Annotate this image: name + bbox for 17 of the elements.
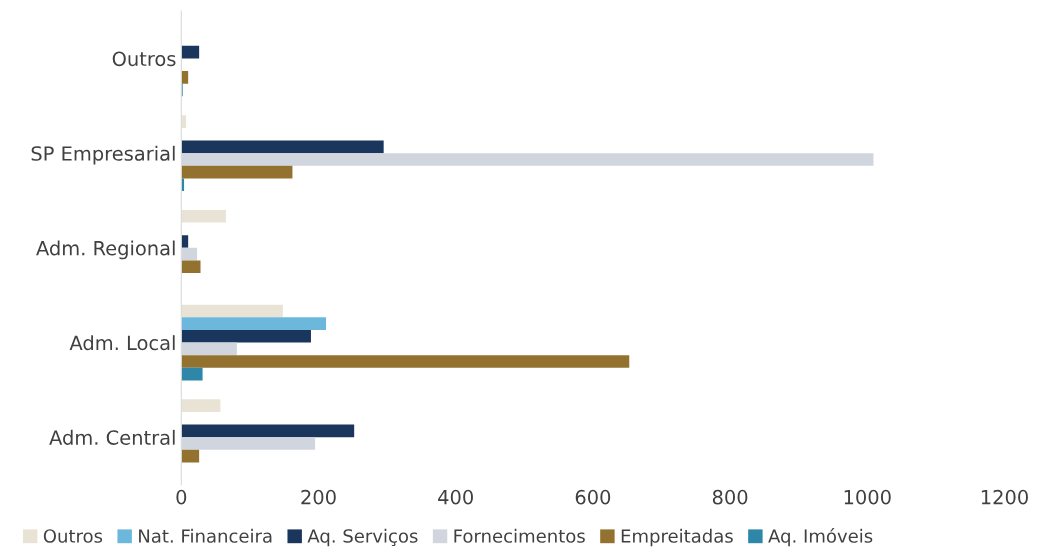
- y-tick-label: Adm. Regional: [36, 240, 175, 260]
- legend-label: Aq. Serviços: [307, 528, 418, 547]
- y-tick-label: Outros: [112, 51, 176, 67]
- x-tick-label: 1200: [981, 489, 1028, 505]
- legend-label: Empreitadas: [621, 528, 733, 547]
- x-tick-label: 200: [301, 489, 336, 505]
- x-tick-label: 600: [575, 489, 611, 505]
- x-tick-label: 1000: [844, 489, 891, 505]
- y-tick-label: Adm. Central: [49, 429, 175, 445]
- legend-label: Aq. Imóveis: [768, 528, 873, 547]
- legend-label: Fornecimentos: [454, 528, 585, 543]
- x-tick-label: 400: [438, 489, 473, 505]
- x-tick-label: 800: [712, 489, 748, 505]
- x-tick-label: 0: [176, 489, 187, 505]
- legend-label: Nat. Financeira: [139, 528, 272, 543]
- y-tick-label: SP Empresarial: [31, 145, 175, 165]
- y-tick-label: Adm. Local: [69, 335, 175, 351]
